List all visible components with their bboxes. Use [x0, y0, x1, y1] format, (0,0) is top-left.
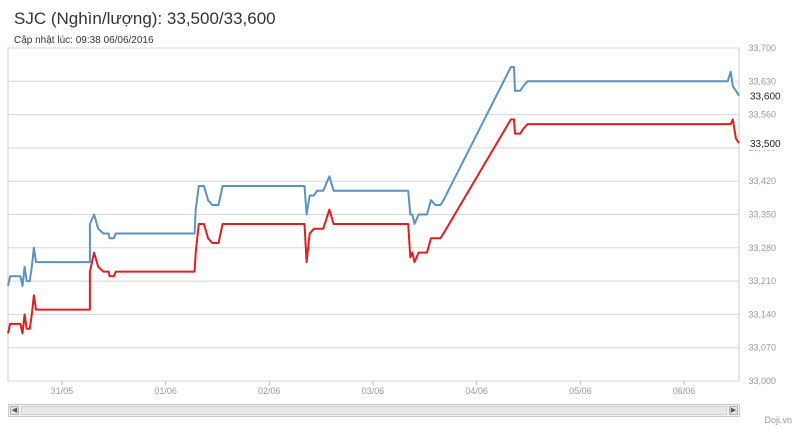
x-axis: 31/05 01/06 02/06 03/06 04/06 05/06 06/06	[51, 381, 696, 396]
right-arrow-icon[interactable]: ▶	[729, 406, 738, 415]
left-arrow-icon[interactable]: ◀	[10, 406, 19, 415]
y-tick-label: 33,560	[748, 110, 776, 120]
source-credit: Doji.vn	[764, 415, 792, 425]
x-tick-label: 04/06	[465, 386, 488, 396]
update-timestamp: Cập nhật lúc: 09:38 06/06/2016	[14, 35, 154, 46]
y-tick-label: 33,140	[748, 309, 776, 319]
x-tick-label: 31/05	[51, 386, 74, 396]
last-value-labels: 33,600 33,500	[746, 90, 788, 151]
x-tick-label: 01/06	[154, 386, 177, 396]
sell-last-value-label: 33,600	[750, 92, 781, 103]
y-tick-label: 33,700	[748, 43, 776, 53]
sell-price-line	[7, 66, 740, 287]
price-chart: 33,000 33,070 33,140 33,210 33,280 33,350 33,4…	[7, 43, 788, 396]
x-tick-label: 05/06	[569, 386, 592, 396]
y-tick-label: 33,070	[748, 343, 776, 353]
scrollbar-thumb[interactable]	[21, 406, 727, 415]
y-tick-label: 33,000	[748, 376, 776, 386]
buy-last-value-label: 33,500	[750, 139, 781, 150]
grid-lines	[8, 47, 739, 382]
x-tick-label: 03/06	[362, 386, 385, 396]
x-tick-label: 06/06	[673, 386, 696, 396]
chart-title: SJC (Nghìn/lượng): 33,500/33,600	[14, 9, 276, 28]
series-lines	[7, 66, 740, 335]
y-tick-label: 33,630	[748, 76, 776, 86]
y-tick-label: 33,350	[748, 210, 776, 220]
y-tick-label: 33,210	[748, 276, 776, 286]
sell-last-value-bg	[746, 90, 788, 103]
y-tick-label: 33,420	[748, 176, 776, 186]
buy-price-line	[7, 118, 740, 335]
y-tick-label: 33,280	[748, 243, 776, 253]
chart-scrollbar[interactable]: ◀ ▶	[8, 404, 740, 417]
x-tick-label: 02/06	[258, 386, 281, 396]
buy-last-value-bg	[746, 138, 788, 151]
